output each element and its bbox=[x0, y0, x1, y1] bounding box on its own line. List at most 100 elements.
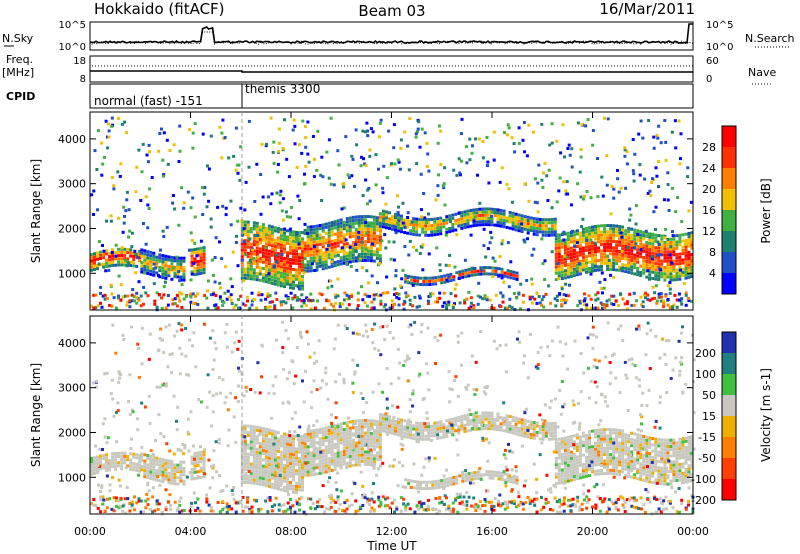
heatmap-cell bbox=[327, 253, 331, 257]
heatmap-cell bbox=[123, 454, 127, 458]
heatmap-cell bbox=[486, 247, 490, 251]
heatmap-cell bbox=[298, 265, 301, 269]
heatmap-cell bbox=[142, 302, 145, 306]
heatmap-cell bbox=[669, 278, 673, 282]
heatmap-cell bbox=[189, 231, 193, 235]
heatmap-cell bbox=[572, 459, 576, 463]
heatmap-cell bbox=[557, 189, 561, 193]
heatmap-cell bbox=[152, 270, 156, 274]
heatmap-cell bbox=[270, 263, 274, 267]
heatmap-cell bbox=[164, 261, 168, 265]
heatmap-cell bbox=[603, 450, 607, 453]
heatmap-cell bbox=[630, 271, 634, 275]
heatmap-cell bbox=[412, 433, 416, 437]
heatmap-cell bbox=[372, 438, 376, 442]
heatmap-cell bbox=[296, 285, 300, 289]
heatmap-cell bbox=[410, 220, 414, 224]
heatmap-cell bbox=[594, 247, 597, 250]
heatmap-cell bbox=[588, 439, 591, 443]
heatmap-cell bbox=[216, 306, 220, 310]
heatmap-cell bbox=[657, 292, 661, 296]
heatmap-cell bbox=[588, 436, 591, 440]
heatmap-cell bbox=[295, 284, 298, 288]
heatmap-cell bbox=[523, 215, 527, 219]
heatmap-cell bbox=[348, 451, 352, 455]
heatmap-cell bbox=[566, 238, 570, 241]
heatmap-cell bbox=[111, 248, 115, 252]
heatmap-cell bbox=[477, 281, 481, 285]
heatmap-cell bbox=[569, 475, 573, 479]
heatmap-cell bbox=[630, 456, 634, 460]
heatmap-cell bbox=[517, 433, 521, 437]
heatmap-cell bbox=[424, 437, 428, 441]
heatmap-cell bbox=[460, 117, 464, 121]
heatmap-cell bbox=[399, 146, 403, 150]
heatmap-cell bbox=[461, 476, 465, 480]
heatmap-cell bbox=[298, 256, 301, 260]
heatmap-cell bbox=[224, 206, 228, 210]
heatmap-cell bbox=[600, 268, 603, 272]
heatmap-cell bbox=[182, 275, 186, 279]
heatmap-cell bbox=[378, 232, 382, 236]
heatmap-cell bbox=[642, 259, 646, 263]
heatmap-cell bbox=[449, 279, 453, 283]
heatmap-cell bbox=[264, 306, 268, 310]
heatmap-cell bbox=[289, 239, 292, 243]
heatmap-cell bbox=[585, 238, 589, 242]
heatmap-cell bbox=[387, 129, 391, 133]
heatmap-cell bbox=[500, 271, 504, 274]
heatmap-cell bbox=[234, 168, 238, 172]
heatmap-cell bbox=[372, 234, 376, 238]
heatmap-cell bbox=[484, 220, 488, 223]
heatmap-cell bbox=[286, 445, 289, 449]
heatmap-cell bbox=[463, 216, 467, 220]
heatmap-cell bbox=[348, 229, 352, 232]
heatmap-cell bbox=[264, 478, 268, 481]
heatmap-cell bbox=[96, 461, 99, 465]
heatmap-cell bbox=[443, 481, 447, 485]
heatmap-cell bbox=[291, 297, 295, 301]
heatmap-cell bbox=[375, 238, 379, 242]
heatmap-cell bbox=[424, 227, 428, 231]
heatmap-cell bbox=[544, 431, 548, 435]
heatmap-cell bbox=[270, 192, 274, 196]
heatmap-cell bbox=[227, 295, 231, 299]
heatmap-cell bbox=[117, 260, 121, 264]
heatmap-cell bbox=[621, 438, 625, 442]
heatmap-cell bbox=[687, 257, 691, 260]
heatmap-cell bbox=[249, 267, 253, 271]
heatmap-cell bbox=[481, 297, 485, 301]
heatmap-cell bbox=[578, 231, 582, 235]
heatmap-cell bbox=[292, 490, 295, 494]
heatmap-cell bbox=[523, 431, 527, 435]
heatmap-cell bbox=[240, 242, 244, 246]
heatmap-cell bbox=[243, 248, 247, 252]
heatmap-cell bbox=[167, 255, 171, 259]
heatmap-cell bbox=[425, 484, 429, 487]
heatmap-cell bbox=[572, 446, 576, 450]
heatmap-cell bbox=[627, 252, 631, 255]
heatmap-cell bbox=[270, 482, 274, 486]
heatmap-cell bbox=[421, 224, 425, 228]
heatmap-cell bbox=[690, 268, 694, 272]
heatmap-cell bbox=[111, 264, 115, 267]
heatmap-cell bbox=[279, 475, 283, 479]
heatmap-cell bbox=[148, 150, 151, 154]
heatmap-cell bbox=[374, 293, 378, 297]
heatmap-cell bbox=[672, 274, 676, 278]
colorbar-tick-label: 24 bbox=[702, 162, 716, 175]
heatmap-cell bbox=[176, 272, 180, 276]
heatmap-cell bbox=[354, 454, 358, 457]
heatmap-cell bbox=[624, 263, 628, 267]
heatmap-cell bbox=[354, 256, 358, 260]
heatmap-cell bbox=[638, 163, 642, 167]
heatmap-cell bbox=[255, 469, 259, 473]
heatmap-cell bbox=[612, 255, 616, 259]
heatmap-cell bbox=[578, 463, 582, 467]
heatmap-cell bbox=[530, 301, 534, 305]
heatmap-cell bbox=[252, 262, 256, 265]
heatmap-cell bbox=[475, 217, 479, 221]
heatmap-cell bbox=[391, 428, 394, 432]
heatmap-cell bbox=[251, 248, 255, 252]
heatmap-cell bbox=[581, 472, 585, 476]
